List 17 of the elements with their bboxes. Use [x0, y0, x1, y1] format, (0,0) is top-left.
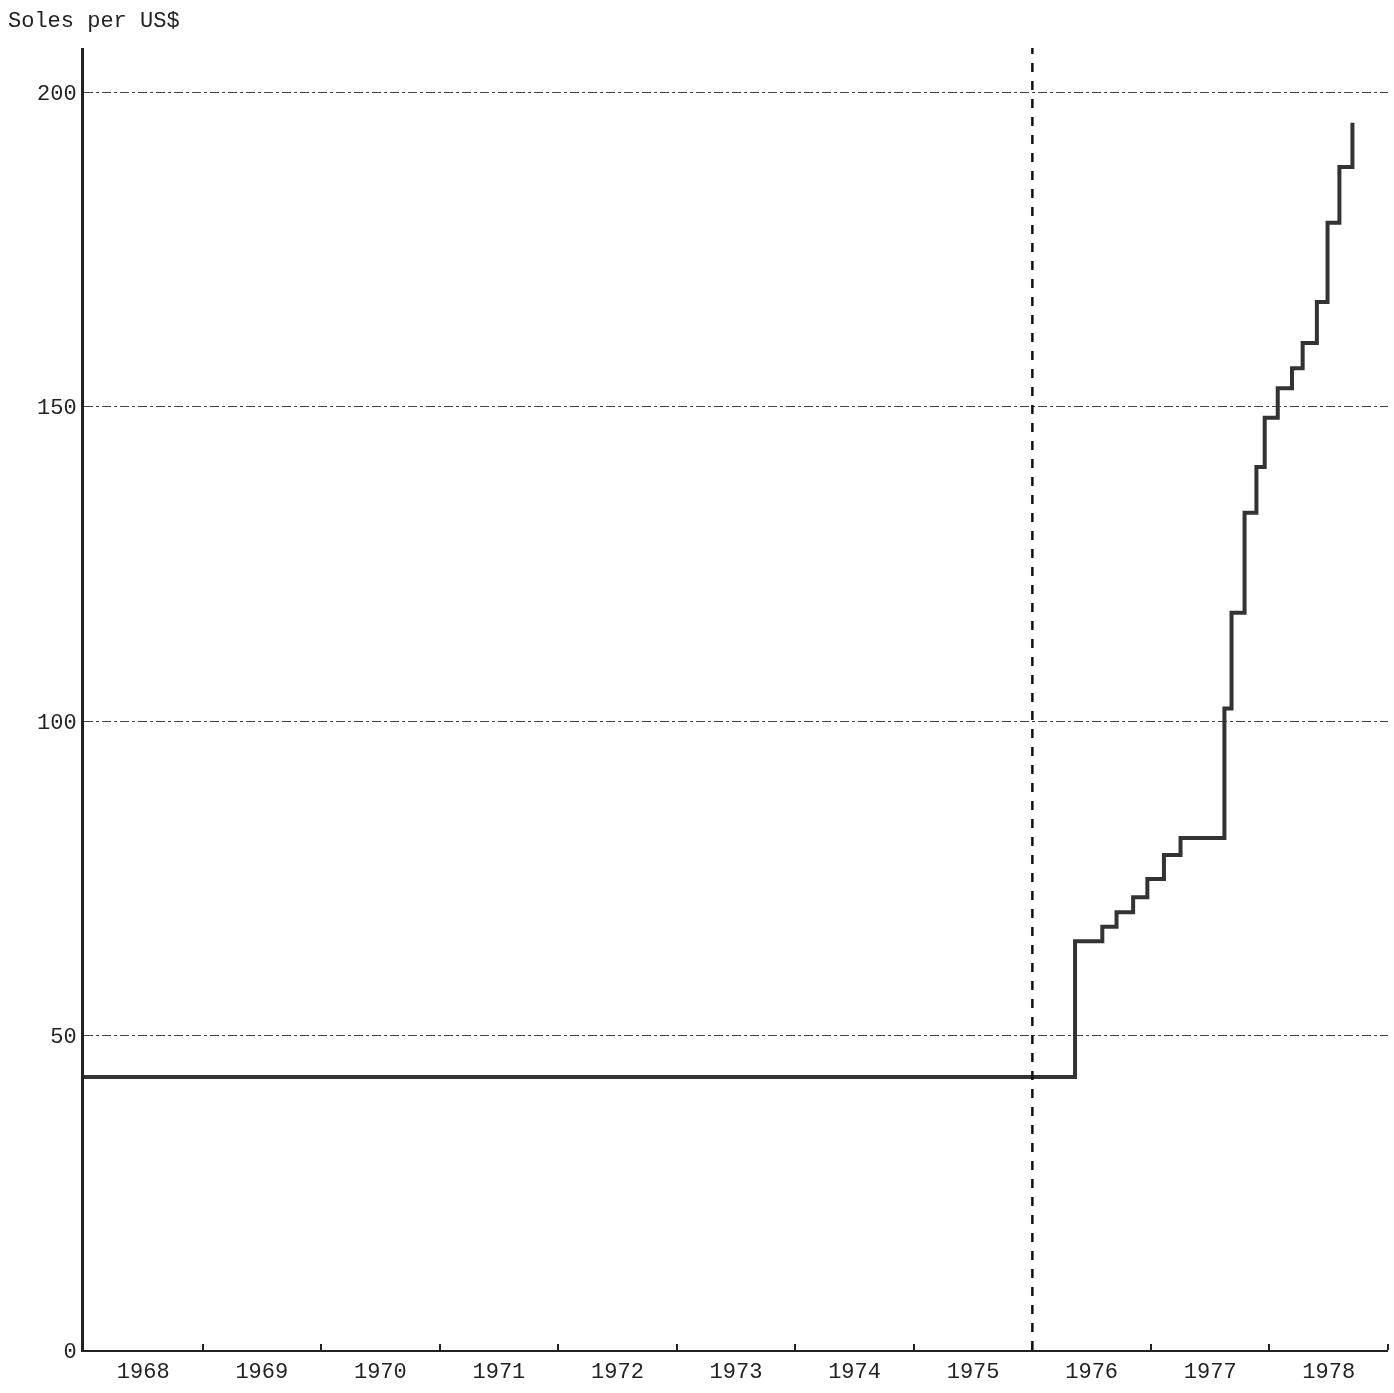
x-tick-label: 1971 [472, 1360, 526, 1386]
x-tick-label: 1978 [1302, 1360, 1356, 1386]
x-tick-label: 1976 [1065, 1360, 1119, 1386]
x-tick-label: 1969 [235, 1360, 289, 1386]
y-axis-title: Soles per US$ [8, 9, 180, 34]
x-tick-label: 1975 [946, 1360, 1000, 1386]
y-tick-label: 50 [50, 1025, 77, 1051]
x-tick-label: 1970 [353, 1360, 407, 1386]
x-tick-label: 1968 [116, 1360, 170, 1386]
y-tick-label: 0 [63, 1339, 77, 1365]
y-tick-label: 100 [36, 710, 77, 736]
x-tick-label: 1974 [828, 1360, 881, 1386]
x-tick-label: 1977 [1183, 1360, 1237, 1386]
x-tick-label: 1972 [591, 1360, 644, 1386]
y-tick-label: 200 [36, 81, 77, 107]
y-tick-label: 150 [36, 396, 77, 422]
x-tick-label: 1973 [709, 1360, 763, 1386]
